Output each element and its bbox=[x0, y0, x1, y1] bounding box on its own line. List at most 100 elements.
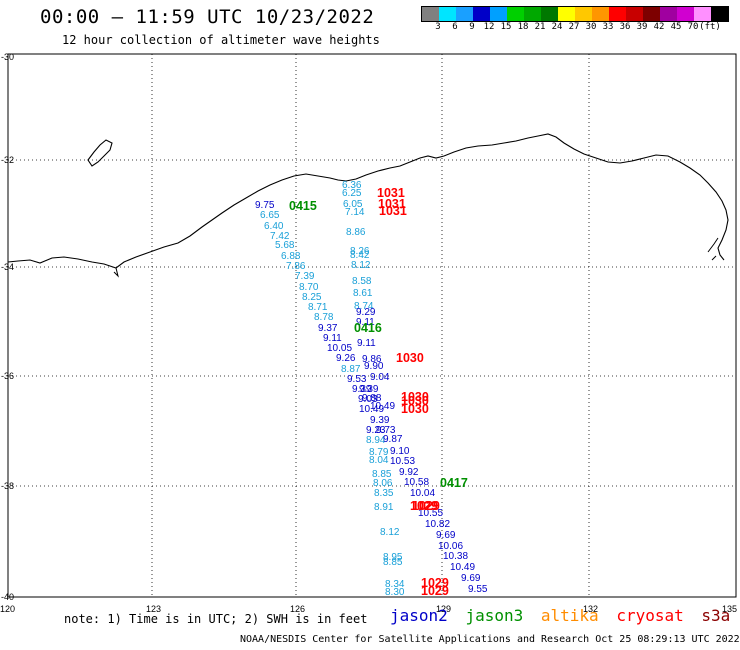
color-scale-label: 45 bbox=[670, 22, 682, 32]
swh-value-label: 8.12 bbox=[351, 260, 371, 271]
lat-label: -32 bbox=[1, 155, 14, 165]
swh-value-label: 9.03 bbox=[358, 394, 378, 405]
color-swatch bbox=[507, 7, 524, 21]
coastline-southeast bbox=[707, 237, 719, 261]
graticule bbox=[8, 54, 736, 597]
lon-label: 120 bbox=[0, 604, 15, 614]
swh-value-label: 9.92 bbox=[399, 467, 419, 478]
swh-value-label: 9.04 bbox=[370, 372, 390, 383]
swh-value-label: 9.39 bbox=[359, 384, 379, 395]
color-swatch bbox=[592, 7, 609, 21]
pass-time-label: 0417 bbox=[440, 476, 468, 490]
color-swatch bbox=[660, 7, 677, 21]
pass-time-label: 1030 bbox=[401, 402, 429, 416]
color-scale-label: (ft) bbox=[699, 22, 721, 32]
swh-value-label: 8.35 bbox=[374, 488, 394, 499]
legend-s3a: s3a bbox=[701, 606, 731, 625]
color-scale-legend bbox=[421, 6, 729, 22]
swh-value-label: 7.14 bbox=[345, 207, 365, 218]
swh-value-label: 9.69 bbox=[436, 530, 456, 541]
color-scale-label: 33 bbox=[602, 22, 614, 32]
color-scale-label: 36 bbox=[619, 22, 631, 32]
lat-label: -30 bbox=[1, 52, 14, 62]
pass-time-label: 1031 bbox=[377, 186, 405, 200]
color-swatch bbox=[473, 7, 490, 21]
color-scale-label: 42 bbox=[653, 22, 665, 32]
color-swatch bbox=[609, 7, 626, 21]
swh-value-label: 7.42 bbox=[270, 231, 290, 242]
color-swatch bbox=[541, 7, 558, 21]
swh-value-label: 8.70 bbox=[299, 282, 319, 293]
color-swatch bbox=[643, 7, 660, 21]
swh-value-label: 7.86 bbox=[286, 261, 306, 272]
swh-value-label: 10.49 bbox=[370, 401, 395, 412]
swh-value-label: 8.86 bbox=[346, 227, 366, 238]
swh-value-label: 9.10 bbox=[390, 446, 410, 457]
track-b-observations: 6.366.256.057.148.868.268.428.128.588.61… bbox=[342, 180, 488, 595]
pass-time-label: 1029 bbox=[421, 576, 449, 590]
color-swatch bbox=[694, 7, 711, 21]
swh-value-label: 6.65 bbox=[260, 210, 280, 221]
swh-value-label: 9.75 bbox=[255, 200, 275, 211]
pass-time-label: 1029 bbox=[410, 499, 438, 513]
coastline bbox=[7, 133, 729, 269]
swh-value-label: 8.58 bbox=[352, 276, 372, 287]
swh-value-label: 8.34 bbox=[385, 579, 405, 590]
color-swatch bbox=[677, 7, 694, 21]
color-scale-label: 12 bbox=[483, 22, 495, 32]
color-scale-label: 15 bbox=[500, 22, 512, 32]
swh-value-label: 10.05 bbox=[327, 343, 352, 354]
swh-value-label: 8.85 bbox=[383, 557, 403, 568]
lat-label: -34 bbox=[1, 262, 14, 272]
swh-value-label: 10.49 bbox=[359, 404, 384, 415]
lon-label: 126 bbox=[290, 604, 305, 614]
swh-value-label: 8.71 bbox=[308, 302, 328, 313]
swh-value-label: 8.26 bbox=[350, 246, 370, 257]
pass-time-label: 1031 bbox=[378, 197, 406, 211]
swh-value-label: 10.82 bbox=[425, 519, 450, 530]
color-scale-labels: 3 6 9 12 15 18 21 24 27 30 33 36 39 42 45 70 (ft) bbox=[421, 22, 740, 34]
swh-value-label: 8.61 bbox=[353, 288, 373, 299]
pass-time-label: 1029 bbox=[412, 499, 440, 513]
lat-label: -38 bbox=[1, 481, 14, 491]
map-frame bbox=[7, 53, 737, 598]
swh-value-label: 10.04 bbox=[410, 488, 435, 499]
swh-value-label: 10.53 bbox=[390, 456, 415, 467]
satellite-legend: jason2 jason3 altika cryosat s3a bbox=[390, 606, 738, 625]
color-swatch bbox=[524, 7, 541, 21]
track-a-observations: 9.756.656.407.425.686.887.867.398.708.25… bbox=[255, 200, 394, 513]
swh-value-label: 9.73 bbox=[376, 425, 396, 436]
swh-value-label: 8.94 bbox=[366, 435, 386, 446]
swh-value-label: 8.91 bbox=[374, 502, 394, 513]
lat-label: -40 bbox=[1, 592, 14, 602]
color-scale-label: 30 bbox=[585, 22, 597, 32]
swh-value-label: 6.40 bbox=[264, 221, 284, 232]
pass-time-label: 0416 bbox=[354, 321, 382, 335]
color-scale-label: 70 bbox=[687, 22, 699, 32]
swh-value-label: 9.86 bbox=[362, 354, 382, 365]
track-c-observations: 8.12 8.958.85 8.348.30 bbox=[380, 527, 405, 598]
swh-value-label: 6.25 bbox=[342, 188, 362, 199]
swh-value-label: 6.36 bbox=[342, 180, 362, 191]
color-scale-label: 9 bbox=[469, 22, 475, 32]
swh-value-label: 8.42 bbox=[350, 250, 370, 261]
pass-time-label: 1030 bbox=[396, 351, 424, 365]
swh-value-label: 10.06 bbox=[438, 541, 463, 552]
chart-subtitle: 12 hour collection of altimeter wave hei… bbox=[62, 33, 380, 47]
swh-value-label: 8.79 bbox=[369, 447, 389, 458]
color-swatch bbox=[456, 7, 473, 21]
pass-time-label: 1030 bbox=[401, 390, 429, 404]
coastline-island bbox=[87, 139, 113, 167]
color-swatch bbox=[711, 7, 728, 21]
color-swatch bbox=[558, 7, 575, 21]
swh-value-label: 9.39 bbox=[352, 384, 372, 395]
swh-value-label: 9.69 bbox=[461, 573, 481, 584]
swh-value-label: 8.25 bbox=[302, 292, 322, 303]
swh-value-label: 9.11 bbox=[357, 338, 376, 349]
color-swatch bbox=[439, 7, 456, 21]
swh-value-label: 8.04 bbox=[369, 455, 389, 466]
swh-value-label: 8.78 bbox=[314, 312, 334, 323]
swh-value-label: 9.88 bbox=[362, 393, 382, 404]
chart-title: 00:00 – 11:59 UTC 10/23/2022 bbox=[40, 6, 375, 28]
